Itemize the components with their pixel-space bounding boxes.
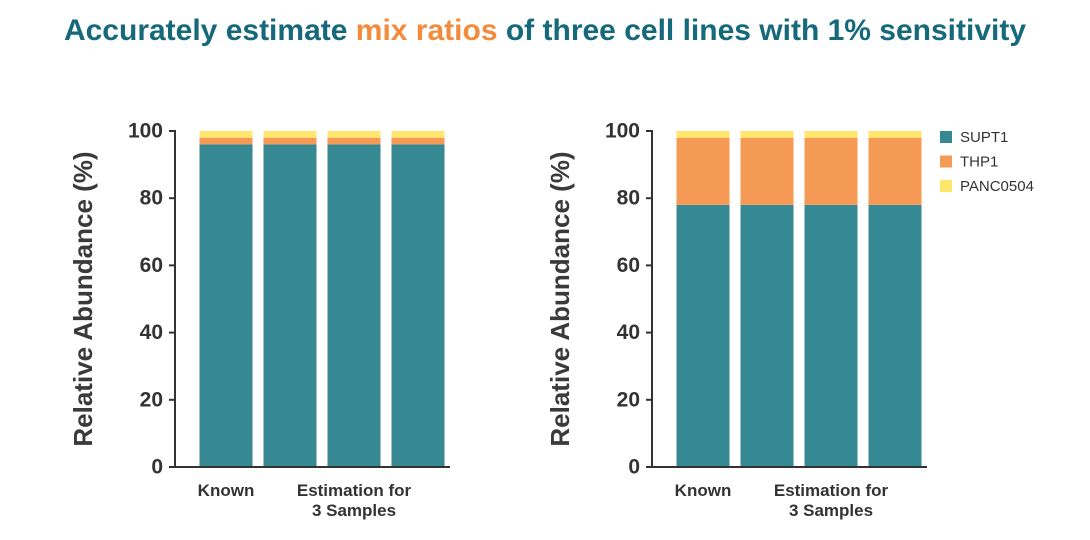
y-tick-label: 80	[140, 187, 163, 210]
x-tick-label: Known	[674, 481, 732, 500]
legend-label: PANC0504	[960, 178, 1034, 195]
bar-segment	[804, 131, 858, 138]
bar-segment	[868, 204, 922, 468]
bar-segment	[804, 204, 858, 468]
y-tick-label: 40	[140, 321, 163, 344]
title-part: Accurately estimate	[63, 14, 348, 47]
y-tick-label: 20	[617, 388, 640, 411]
y-tick-label: 40	[617, 321, 640, 344]
bar-segment	[199, 137, 253, 145]
bar-segment	[804, 137, 858, 205]
x-tick-label: Known	[197, 481, 255, 500]
title: Accurately estimate mix ratios of three …	[0, 14, 1090, 48]
y-tick-label: 80	[617, 187, 640, 210]
bar-segment	[391, 137, 445, 145]
bar-segment	[868, 131, 922, 138]
title-highlight: mix ratios	[355, 14, 498, 47]
bar-segment	[676, 131, 730, 138]
x-tick-label: Estimation for 3 Samples	[296, 481, 412, 520]
bar-segment	[199, 144, 253, 467]
bar-segment	[740, 204, 794, 468]
bar-segment	[327, 144, 381, 467]
y-tick-label: 0	[628, 456, 640, 479]
legend-swatch	[940, 180, 952, 192]
bar-segment	[327, 131, 381, 138]
y-tick-label: 100	[128, 120, 163, 143]
bar-segment	[199, 131, 253, 138]
legend-label: SUPT1	[960, 129, 1008, 146]
bar-segment	[327, 137, 381, 145]
bar-segment	[391, 131, 445, 138]
bar-segment	[391, 144, 445, 467]
y-tick-label: 0	[151, 456, 163, 479]
y-tick-label: 20	[140, 388, 163, 411]
bar-segment	[263, 137, 317, 145]
y-tick-label: 60	[617, 254, 640, 277]
bar-segment	[263, 144, 317, 467]
bar-segment	[263, 131, 317, 138]
legend-swatch	[940, 131, 952, 143]
legend-swatch	[940, 155, 952, 168]
bar-segment	[676, 204, 730, 468]
y-axis-title: Relative Abundance (%)	[545, 151, 575, 446]
bar-segment	[676, 137, 730, 205]
bar-segment	[740, 137, 794, 205]
bar-segment	[868, 137, 922, 205]
y-axis-title: Relative Abundance (%)	[68, 151, 98, 446]
legend-label: THP1	[960, 153, 998, 170]
title-part: of three cell lines with 1% sensitivity	[505, 14, 1027, 47]
y-tick-label: 60	[140, 254, 163, 277]
x-tick-label: Estimation for 3 Samples	[773, 481, 889, 520]
y-tick-label: 100	[605, 120, 640, 143]
bar-segment	[740, 131, 794, 138]
